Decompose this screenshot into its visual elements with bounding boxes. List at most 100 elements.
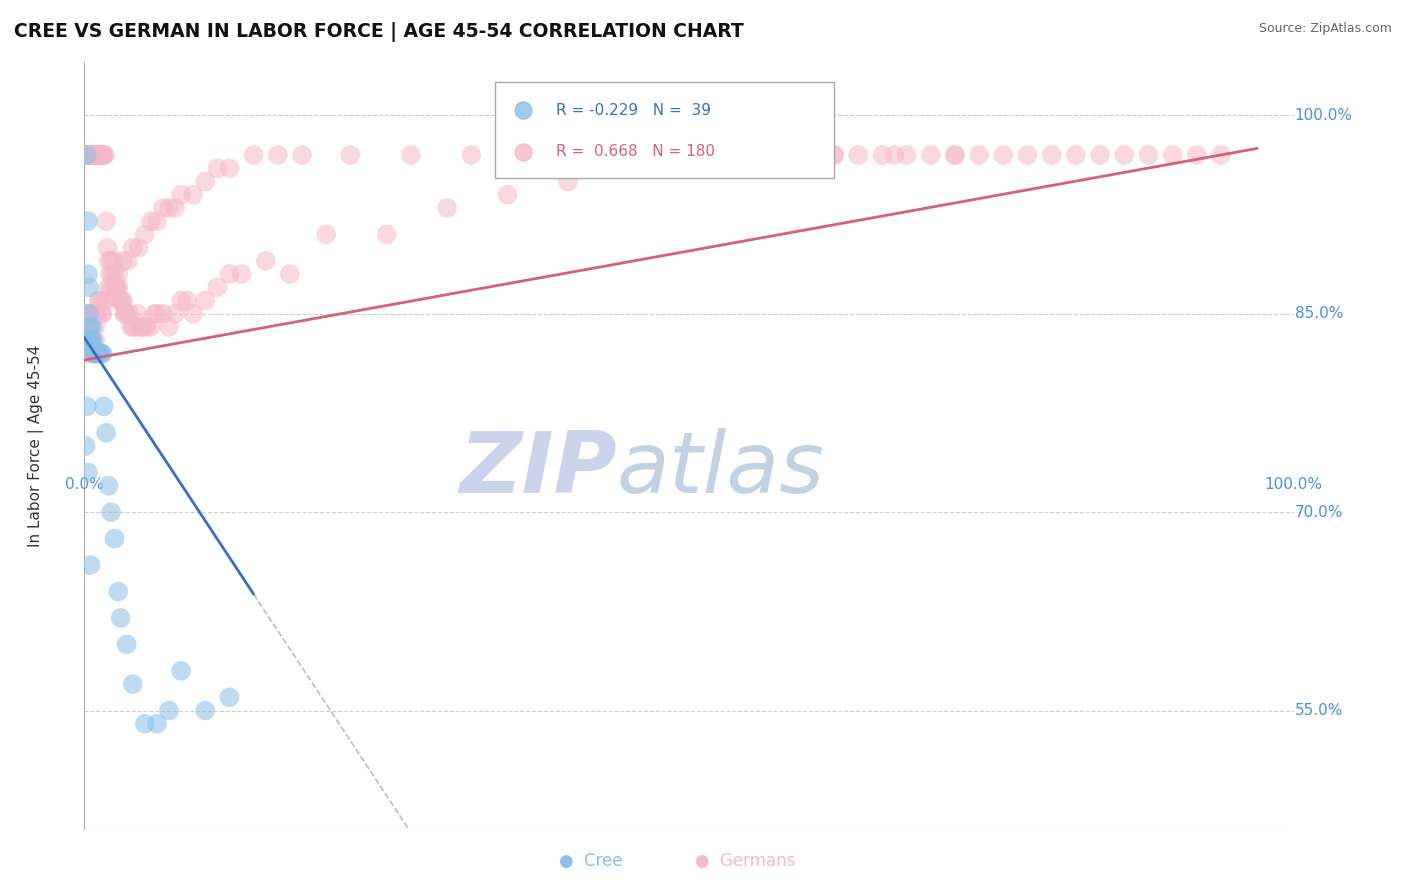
Point — [75, 148, 97, 162]
Point — [77, 148, 100, 162]
Point — [86, 148, 108, 162]
Point — [1017, 148, 1039, 162]
Point — [77, 346, 100, 360]
Point — [146, 716, 169, 731]
Point — [512, 262, 534, 277]
Point — [77, 148, 100, 162]
Point — [157, 704, 180, 718]
Text: Source: ZipAtlas.com: Source: ZipAtlas.com — [1258, 22, 1392, 36]
Point — [194, 704, 217, 718]
Point — [170, 293, 193, 308]
Point — [75, 439, 97, 453]
Point — [79, 148, 101, 162]
Point — [80, 148, 103, 162]
Point — [339, 148, 361, 162]
Point — [79, 148, 101, 162]
Point — [967, 148, 990, 162]
Point — [107, 584, 129, 599]
Point — [80, 333, 103, 347]
Point — [75, 148, 97, 162]
Point — [77, 148, 100, 162]
Point — [89, 293, 111, 308]
Point — [91, 346, 114, 360]
Point — [128, 241, 150, 255]
Point — [104, 280, 127, 294]
Text: CREE VS GERMAN IN LABOR FORCE | AGE 45-54 CORRELATION CHART: CREE VS GERMAN IN LABOR FORCE | AGE 45-5… — [14, 22, 744, 42]
Text: R = -0.229   N =  39: R = -0.229 N = 39 — [555, 103, 711, 118]
Point — [170, 187, 193, 202]
Point — [82, 148, 104, 162]
Point — [823, 148, 845, 162]
Point — [82, 148, 104, 162]
Point — [90, 307, 112, 321]
Point — [134, 716, 156, 731]
Point — [1088, 148, 1111, 162]
Point — [114, 307, 136, 321]
Point — [115, 307, 138, 321]
Point — [702, 148, 724, 162]
Point — [207, 161, 229, 176]
Point — [79, 148, 101, 162]
Point — [84, 333, 107, 347]
Point — [139, 320, 162, 334]
Point — [121, 320, 143, 334]
Point — [121, 320, 143, 334]
Point — [231, 267, 253, 281]
Point — [993, 148, 1015, 162]
Point — [617, 161, 640, 176]
Point — [89, 148, 111, 162]
Point — [118, 307, 141, 321]
Point — [165, 201, 187, 215]
Point — [86, 346, 108, 360]
Point — [80, 307, 103, 321]
Point — [75, 346, 97, 360]
Point — [121, 677, 143, 691]
Point — [86, 148, 108, 162]
Text: R =  0.668   N = 180: R = 0.668 N = 180 — [555, 145, 714, 159]
Point — [83, 148, 105, 162]
Point — [90, 346, 112, 360]
Point — [79, 558, 101, 572]
Point — [207, 280, 229, 294]
Point — [165, 307, 187, 321]
Point — [76, 148, 98, 162]
Point — [87, 293, 110, 308]
Point — [278, 267, 301, 281]
Point — [76, 307, 98, 321]
Point — [460, 148, 482, 162]
Point — [134, 320, 156, 334]
Point — [75, 148, 97, 162]
Point — [103, 253, 125, 268]
Point — [100, 253, 122, 268]
Point — [218, 690, 240, 705]
Point — [84, 320, 107, 334]
Point — [76, 333, 98, 347]
Point — [139, 214, 162, 228]
Point — [436, 201, 458, 215]
Point — [267, 148, 290, 162]
Point — [77, 333, 100, 347]
Point — [762, 148, 785, 162]
Point — [1064, 148, 1087, 162]
Point — [84, 148, 107, 162]
Point — [82, 320, 104, 334]
Point — [104, 280, 127, 294]
Point — [77, 148, 100, 162]
Point — [823, 148, 845, 162]
Point — [181, 307, 204, 321]
Point — [129, 320, 152, 334]
Point — [86, 346, 108, 360]
Point — [152, 201, 174, 215]
Point — [80, 320, 103, 334]
Point — [520, 148, 543, 162]
Point — [75, 333, 97, 347]
FancyBboxPatch shape — [495, 81, 834, 178]
Point — [100, 280, 122, 294]
Point — [94, 148, 117, 162]
Point — [883, 148, 905, 162]
Point — [678, 161, 700, 176]
Point — [82, 333, 104, 347]
Point — [112, 293, 135, 308]
Point — [315, 227, 337, 242]
Point — [84, 346, 107, 360]
